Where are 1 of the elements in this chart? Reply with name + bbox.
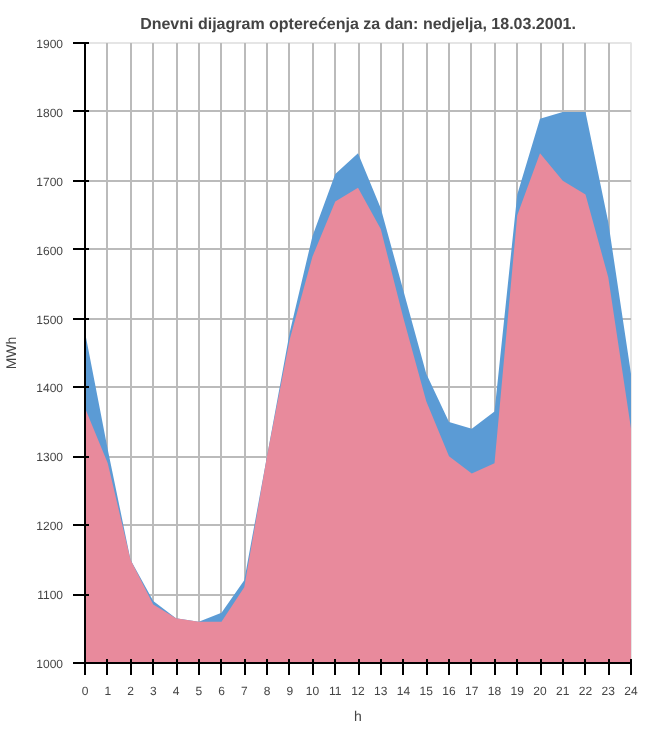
- chart-title: Dnevni dijagram opterećenja za dan: nedjelja, 18.03.2001.: [140, 15, 576, 33]
